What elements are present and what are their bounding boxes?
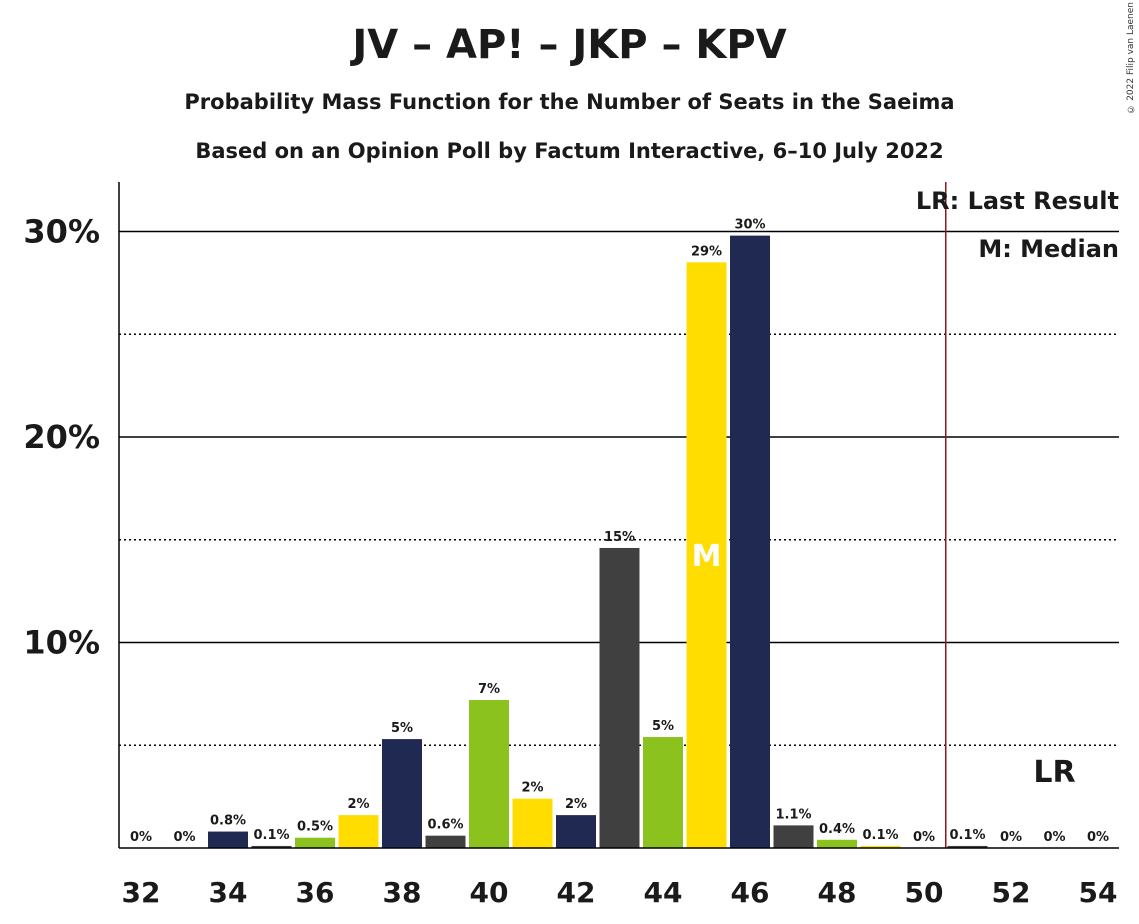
bar-seat-44 (643, 737, 683, 848)
data-label-seat-45: 29% (691, 244, 722, 259)
data-label-seat-54: 0% (1087, 830, 1109, 845)
bar-seat-40 (469, 700, 509, 848)
data-label-seat-51: 0.1% (949, 828, 985, 843)
y-tick-label: 20% (23, 418, 100, 456)
bar-seat-45 (686, 262, 727, 848)
bar-seat-48 (817, 839, 857, 848)
x-tick-label: 34 (209, 876, 248, 909)
x-tick-label: 50 (905, 876, 944, 909)
data-label-seat-44: 5% (652, 719, 674, 734)
data-label-seat-39: 0.6% (427, 818, 463, 833)
x-tick-label: 42 (557, 876, 596, 909)
bar-seat-43 (599, 547, 640, 848)
bar-seat-37 (338, 815, 379, 848)
data-label-seat-33: 0% (173, 830, 195, 845)
x-tick-label: 46 (731, 876, 770, 909)
x-tick-label: 48 (818, 876, 857, 909)
bar-seat-46 (730, 235, 770, 849)
bar-seat-47 (773, 825, 814, 848)
x-tick-label: 32 (122, 876, 161, 909)
chart-subtitle-1: Probability Mass Function for the Number… (184, 90, 955, 114)
legend-last-result: LR: Last Result (916, 187, 1119, 215)
bar-seat-39 (425, 835, 466, 848)
bar-seat-41 (512, 798, 553, 848)
data-label-seat-53: 0% (1043, 830, 1065, 845)
data-label-seat-52: 0% (1000, 830, 1022, 845)
data-label-seat-49: 0.1% (862, 828, 898, 843)
x-tick-label: 40 (470, 876, 509, 909)
x-tick-label: 38 (383, 876, 422, 909)
data-label-seat-41: 2% (521, 781, 543, 796)
median-marker: M (692, 539, 722, 574)
x-tick-label: 52 (992, 876, 1031, 909)
bar-seat-51 (947, 845, 988, 848)
data-label-seat-32: 0% (130, 830, 152, 845)
data-label-seat-42: 2% (565, 797, 587, 812)
x-tick-label: 54 (1079, 876, 1118, 909)
x-tick-label: 36 (296, 876, 335, 909)
data-label-seat-34: 0.8% (210, 814, 246, 829)
y-tick-label: 10% (23, 624, 100, 662)
y-tick-label: 30% (23, 213, 100, 251)
data-label-seat-47: 1.1% (775, 807, 811, 822)
data-label-seat-50: 0% (913, 830, 935, 845)
data-label-seat-37: 2% (347, 797, 369, 812)
data-label-seat-43: 15% (604, 530, 635, 545)
data-label-seat-35: 0.1% (253, 828, 289, 843)
legend-median: M: Median (978, 235, 1119, 263)
bar-seat-35 (251, 845, 292, 848)
bar-seat-36 (295, 837, 335, 848)
last-result-marker: LR (1033, 755, 1075, 790)
data-label-seat-40: 7% (478, 682, 500, 697)
chart-subtitle-2: Based on an Opinion Poll by Factum Inter… (195, 139, 944, 163)
data-label-seat-36: 0.5% (297, 820, 333, 835)
x-tick-label: 44 (644, 876, 683, 909)
bar-seat-38 (382, 739, 422, 848)
chart-title: JV – AP! – JKP – KPV (352, 22, 787, 68)
data-label-seat-48: 0.4% (819, 822, 855, 837)
bar-seat-49 (860, 845, 901, 848)
bar-seat-34 (208, 831, 248, 848)
bar-seat-42 (556, 815, 596, 848)
data-label-seat-38: 5% (391, 721, 413, 736)
data-label-seat-46: 30% (734, 218, 765, 233)
